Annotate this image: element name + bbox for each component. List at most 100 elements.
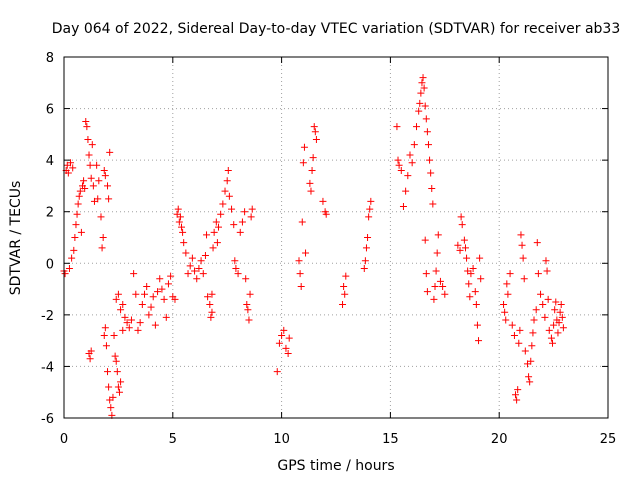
data-point	[151, 321, 159, 329]
y-tick-label: -6	[41, 412, 54, 427]
data-point	[461, 244, 469, 252]
data-point	[206, 301, 214, 309]
data-point	[521, 347, 529, 355]
data-point	[527, 357, 535, 365]
data-point	[232, 264, 240, 272]
data-point	[397, 166, 405, 174]
data-point	[112, 295, 120, 303]
data-point	[310, 123, 318, 131]
data-point	[230, 221, 238, 229]
data-point	[93, 161, 101, 169]
data-point	[102, 342, 110, 350]
data-point	[100, 331, 108, 339]
data-point	[275, 339, 283, 347]
data-point	[322, 210, 330, 218]
y-tick-label: 4	[46, 154, 54, 169]
data-point	[86, 355, 94, 363]
data-point	[512, 391, 520, 399]
data-point	[510, 331, 518, 339]
data-point	[551, 306, 559, 314]
data-point	[84, 136, 92, 144]
y-tick-labels: -6 -4 -2 0 2 4 6 8	[41, 51, 54, 427]
data-point	[296, 270, 304, 278]
data-point	[558, 313, 566, 321]
data-point	[64, 169, 72, 177]
data-point	[367, 197, 375, 205]
data-point	[417, 89, 425, 97]
data-point	[70, 246, 78, 254]
data-point	[114, 383, 122, 391]
data-point	[219, 200, 227, 208]
data-point	[210, 228, 218, 236]
data-point	[182, 249, 190, 257]
data-point	[532, 306, 540, 314]
data-point	[244, 306, 252, 314]
data-point	[342, 272, 350, 280]
data-point	[504, 290, 512, 298]
data-point	[430, 295, 438, 303]
data-point	[282, 344, 290, 352]
data-point	[520, 275, 528, 283]
data-point	[528, 342, 536, 350]
data-point	[463, 254, 471, 262]
data-point	[81, 185, 89, 193]
data-point	[246, 290, 254, 298]
data-point	[241, 208, 249, 216]
x-tick-labels: 0 5 10 15 20 25	[60, 432, 616, 447]
data-point	[502, 316, 510, 324]
data-point	[174, 205, 182, 213]
data-point	[555, 319, 563, 327]
data-point	[410, 141, 418, 149]
y-tick-label: 2	[46, 206, 54, 221]
data-point	[418, 79, 426, 87]
data-point	[156, 275, 164, 283]
data-point	[164, 280, 172, 288]
data-point	[225, 192, 233, 200]
data-point	[106, 148, 114, 156]
data-point	[475, 337, 483, 345]
data-point	[420, 84, 428, 92]
data-point	[454, 241, 462, 249]
data-point	[422, 270, 430, 278]
data-point	[199, 270, 207, 278]
data-point	[339, 301, 347, 309]
data-point	[533, 239, 541, 247]
data-point	[429, 200, 437, 208]
data-point	[132, 290, 140, 298]
data-point	[99, 234, 107, 241]
data-point	[428, 185, 436, 193]
data-point	[307, 187, 315, 195]
data-point	[238, 218, 246, 226]
data-point	[280, 326, 288, 334]
data-point	[208, 308, 216, 316]
data-point	[365, 213, 373, 221]
data-point	[175, 218, 183, 226]
data-point	[67, 159, 75, 167]
data-point	[105, 383, 113, 391]
data-point	[559, 324, 567, 332]
data-point	[557, 301, 565, 309]
data-point	[179, 228, 187, 236]
data-point	[362, 244, 370, 252]
data-point	[432, 267, 440, 275]
data-point	[75, 192, 83, 200]
data-point	[109, 393, 117, 401]
data-point	[236, 228, 244, 236]
data-point	[340, 282, 348, 290]
data-point	[186, 262, 194, 270]
data-point	[171, 295, 179, 303]
data-point	[184, 270, 192, 278]
data-point	[433, 249, 441, 257]
data-point	[247, 213, 255, 221]
data-point	[554, 329, 562, 337]
data-point	[402, 187, 410, 195]
axis-ticks	[63, 56, 609, 419]
data-point	[366, 205, 374, 213]
data-point	[441, 290, 449, 298]
data-point	[436, 277, 444, 285]
data-point	[471, 288, 479, 296]
data-point	[111, 352, 119, 360]
data-point	[212, 218, 220, 226]
data-point	[530, 316, 538, 324]
